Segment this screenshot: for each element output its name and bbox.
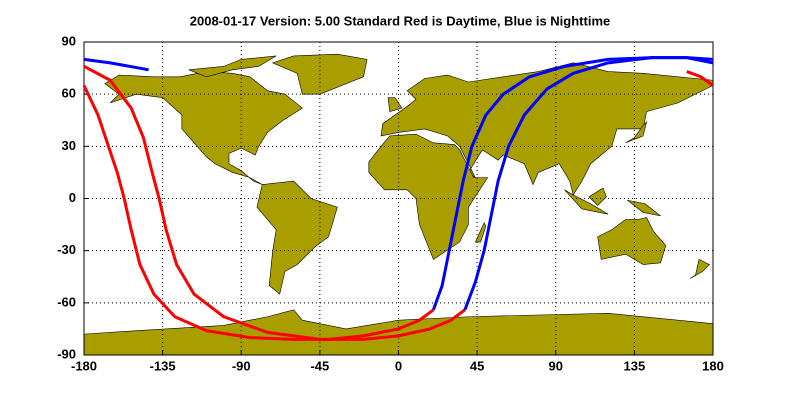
chart-title: 2008-01-17 Version: 5.00 Standard Red is…: [190, 13, 611, 28]
japan: [626, 122, 647, 143]
new-zealand: [690, 259, 709, 278]
x-tick-label: 180: [702, 358, 724, 373]
africa: [369, 134, 488, 259]
north-america: [105, 72, 302, 185]
world-map: [84, 54, 713, 355]
indonesia: [564, 190, 608, 214]
borneo: [589, 188, 606, 205]
madagascar: [475, 223, 485, 242]
y-tick-label: -60: [57, 294, 76, 309]
south-america: [257, 181, 337, 294]
x-tick-label: -180: [71, 358, 97, 373]
x-tick-label: 45: [470, 358, 484, 373]
y-tick-label: 90: [62, 33, 76, 48]
australia: [598, 218, 666, 265]
y-tick-label: -30: [57, 242, 76, 257]
y-tick-label: -90: [57, 346, 76, 361]
arctic-islands: [189, 56, 276, 77]
y-tick-label: 0: [69, 190, 76, 205]
y-tick-label: 60: [62, 86, 76, 101]
ground-track: [83, 65, 466, 341]
x-tick-label: 0: [395, 358, 402, 373]
x-tick-label: -135: [150, 358, 176, 373]
british-isles: [388, 98, 402, 112]
x-tick-label: -45: [310, 358, 329, 373]
antarctica: [84, 310, 713, 355]
ground-track: [82, 84, 435, 341]
x-tick-label: -90: [232, 358, 251, 373]
ground-track: [686, 70, 714, 87]
y-tick-label: 30: [62, 138, 76, 153]
x-tick-label: 90: [549, 358, 563, 373]
ground-track: [463, 56, 714, 311]
new-guinea: [627, 200, 660, 216]
x-tick-label: 135: [624, 358, 646, 373]
ground-track: [83, 57, 149, 72]
